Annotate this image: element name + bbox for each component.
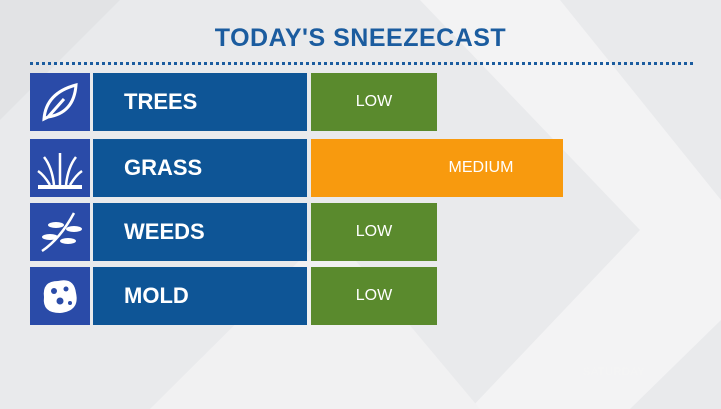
level-text: LOW [355, 287, 393, 304]
label: WEEDS [93, 203, 307, 261]
label: MOLD [93, 267, 307, 325]
level-text: LOW [355, 223, 393, 240]
icon [30, 203, 90, 261]
level: LOW [311, 203, 437, 261]
level: LOW [311, 73, 437, 131]
level-text: LOW [355, 93, 393, 110]
title: TODAY'S SNEEZECAST [214, 24, 507, 52]
footer: SATURDAY [583, 366, 646, 378]
label: GRASS [93, 139, 307, 197]
label: TREES [93, 73, 307, 131]
title-rule [30, 62, 693, 65]
icon [30, 267, 90, 325]
icon [30, 73, 90, 131]
level: LOW [311, 267, 437, 325]
icon [30, 139, 90, 197]
level-text: MEDIUM [448, 159, 514, 176]
level: MEDIUM [311, 139, 563, 197]
